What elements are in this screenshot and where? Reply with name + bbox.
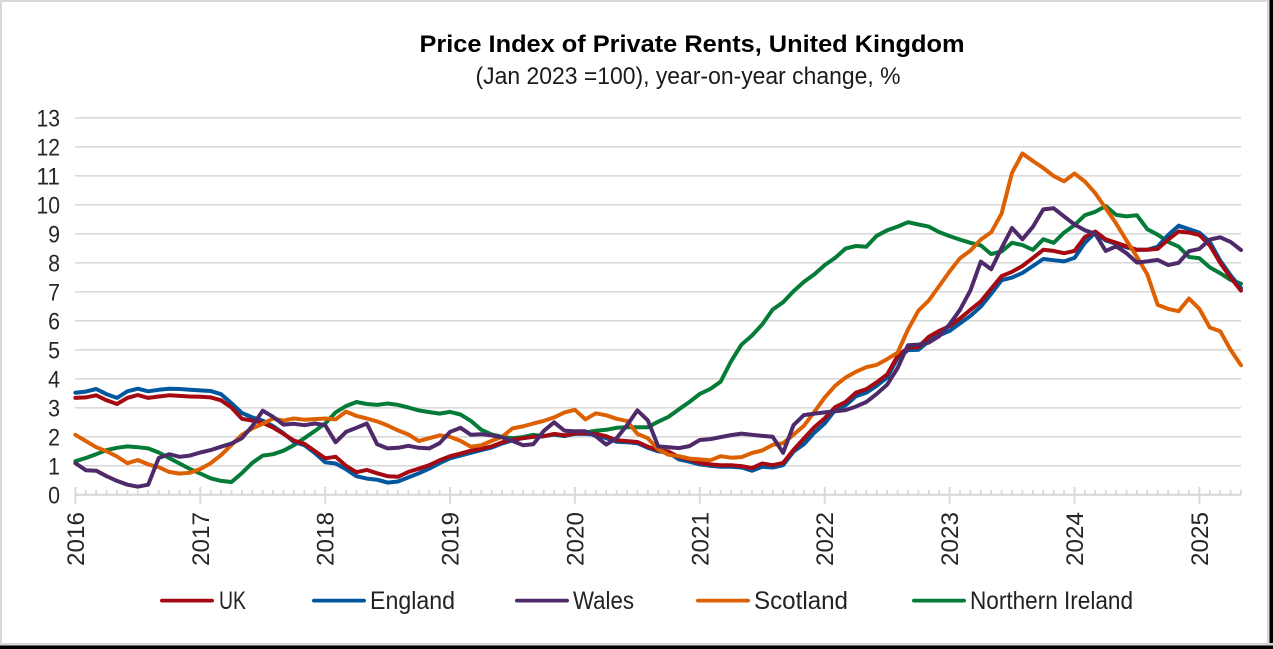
svg-text:2019: 2019 bbox=[438, 512, 465, 566]
svg-text:2024: 2024 bbox=[1062, 512, 1089, 566]
svg-text:2023: 2023 bbox=[937, 512, 964, 566]
svg-text:England: England bbox=[370, 587, 455, 615]
svg-text:2016: 2016 bbox=[63, 512, 90, 566]
svg-text:0: 0 bbox=[48, 482, 60, 509]
svg-text:9: 9 bbox=[48, 221, 60, 248]
svg-text:2025: 2025 bbox=[1187, 512, 1214, 566]
svg-text:2: 2 bbox=[48, 424, 60, 451]
svg-text:Price Index of Private Rents,: Price Index of Private Rents, United Kin… bbox=[420, 31, 965, 58]
svg-text:7: 7 bbox=[48, 279, 60, 306]
svg-text:2020: 2020 bbox=[562, 512, 589, 566]
svg-text:Northern Ireland: Northern Ireland bbox=[970, 587, 1133, 615]
svg-text:6: 6 bbox=[48, 308, 60, 335]
svg-text:3: 3 bbox=[48, 395, 60, 422]
svg-text:Scotland: Scotland bbox=[754, 587, 848, 615]
svg-text:4: 4 bbox=[48, 366, 60, 393]
svg-text:2018: 2018 bbox=[313, 512, 340, 566]
svg-text:2022: 2022 bbox=[812, 512, 839, 566]
svg-text:Wales: Wales bbox=[573, 587, 634, 615]
svg-text:10: 10 bbox=[37, 192, 61, 219]
svg-text:2021: 2021 bbox=[687, 512, 714, 566]
svg-text:2017: 2017 bbox=[188, 512, 215, 566]
svg-text:(Jan 2023 =100), year-on-year: (Jan 2023 =100), year-on-year change, % bbox=[476, 63, 901, 90]
svg-text:8: 8 bbox=[48, 250, 60, 277]
svg-text:12: 12 bbox=[37, 134, 61, 161]
svg-text:UK: UK bbox=[219, 587, 246, 615]
svg-text:13: 13 bbox=[37, 105, 61, 132]
svg-text:1: 1 bbox=[48, 453, 60, 480]
svg-text:5: 5 bbox=[48, 337, 60, 364]
svg-text:11: 11 bbox=[37, 163, 61, 190]
